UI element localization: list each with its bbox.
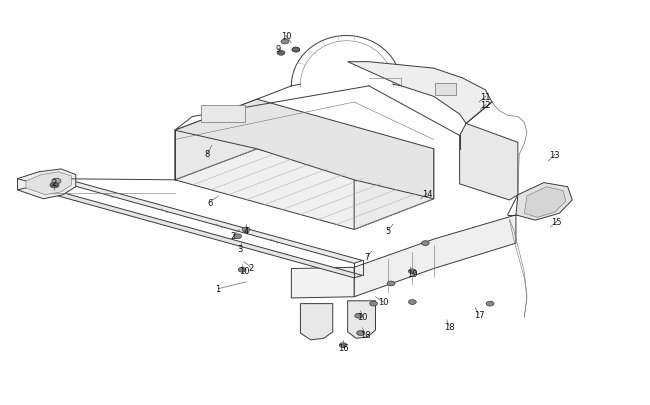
- Circle shape: [242, 228, 250, 232]
- Circle shape: [355, 313, 363, 318]
- Circle shape: [408, 269, 416, 274]
- Text: 10: 10: [281, 32, 291, 41]
- Text: 8: 8: [205, 150, 210, 159]
- Text: 1: 1: [216, 284, 221, 294]
- Circle shape: [281, 40, 289, 45]
- Text: 2: 2: [52, 179, 57, 188]
- Circle shape: [370, 301, 378, 306]
- Circle shape: [339, 343, 347, 348]
- Text: 6: 6: [207, 198, 213, 207]
- Polygon shape: [300, 304, 333, 340]
- Text: 2: 2: [231, 231, 236, 240]
- Polygon shape: [291, 268, 354, 298]
- Circle shape: [421, 241, 429, 246]
- Polygon shape: [26, 173, 72, 195]
- Text: 16: 16: [338, 343, 348, 352]
- FancyBboxPatch shape: [201, 106, 246, 123]
- Text: 12: 12: [480, 101, 491, 110]
- Polygon shape: [48, 190, 363, 278]
- Text: 15: 15: [551, 217, 562, 226]
- Circle shape: [50, 183, 59, 188]
- Circle shape: [52, 179, 61, 184]
- Text: 10: 10: [239, 266, 250, 275]
- Text: 13: 13: [549, 151, 560, 160]
- Polygon shape: [175, 100, 434, 199]
- Text: 4: 4: [243, 226, 249, 235]
- Polygon shape: [354, 149, 434, 230]
- Circle shape: [239, 268, 246, 273]
- Text: 14: 14: [422, 189, 432, 198]
- Polygon shape: [348, 62, 492, 124]
- Text: 3: 3: [237, 244, 242, 253]
- Text: 10: 10: [358, 313, 368, 322]
- Polygon shape: [175, 100, 257, 180]
- Polygon shape: [48, 175, 363, 264]
- Polygon shape: [18, 170, 76, 199]
- Polygon shape: [525, 187, 566, 218]
- Circle shape: [387, 281, 395, 286]
- Circle shape: [234, 234, 242, 239]
- Polygon shape: [348, 301, 376, 339]
- Circle shape: [408, 300, 416, 305]
- Text: 9: 9: [276, 45, 281, 54]
- Polygon shape: [354, 215, 516, 297]
- Text: 11: 11: [480, 93, 491, 102]
- Text: 17: 17: [474, 310, 484, 319]
- Circle shape: [357, 331, 365, 336]
- Text: 18: 18: [360, 330, 370, 339]
- FancyBboxPatch shape: [435, 84, 456, 96]
- Polygon shape: [175, 149, 434, 230]
- Text: 10: 10: [378, 298, 389, 307]
- Circle shape: [277, 51, 285, 56]
- Text: 18: 18: [444, 322, 454, 331]
- Text: 19: 19: [407, 270, 417, 279]
- Circle shape: [292, 48, 300, 53]
- Text: 5: 5: [386, 226, 391, 235]
- Circle shape: [292, 48, 300, 53]
- Text: 2: 2: [248, 263, 254, 272]
- Circle shape: [486, 301, 494, 306]
- Polygon shape: [516, 183, 572, 221]
- Polygon shape: [460, 124, 518, 200]
- Text: 7: 7: [365, 252, 370, 261]
